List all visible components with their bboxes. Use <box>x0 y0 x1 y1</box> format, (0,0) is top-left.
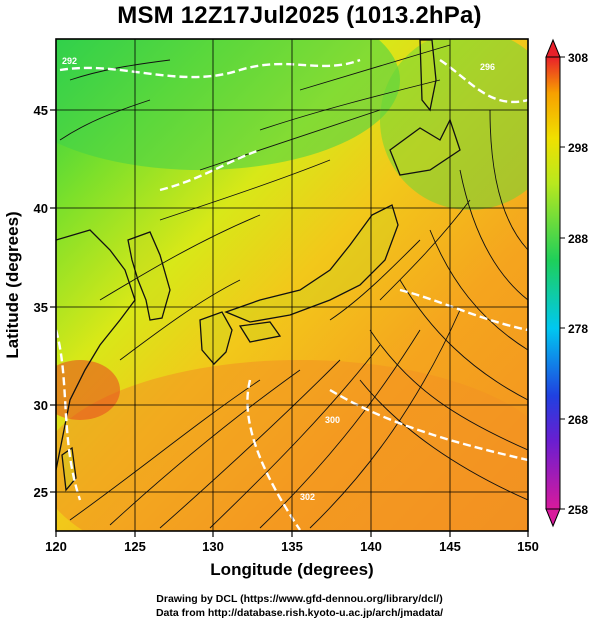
china-coast <box>56 229 136 471</box>
cool-zone-north <box>56 39 400 170</box>
colorbar-gradient <box>545 56 561 510</box>
isotherm-line <box>399 288 528 332</box>
x-tick-label: 135 <box>281 539 303 554</box>
contour-label: 302 <box>300 492 315 502</box>
x-tick-labels: 120 125 130 135 140 145 150 <box>45 539 539 554</box>
streamline <box>329 239 421 321</box>
y-tick-label: 30 <box>34 398 48 413</box>
streamline <box>99 214 261 301</box>
y-tick-labels: 25 30 35 40 45 <box>34 103 48 500</box>
colorbar-tick-label: 268 <box>568 413 588 427</box>
credit-drawing: Drawing by DCL (https://www.gfd-dennou.o… <box>156 593 443 605</box>
y-tick-label: 35 <box>34 300 48 315</box>
colorbar-tick-label: 298 <box>568 141 588 155</box>
streamline <box>69 59 171 81</box>
honshu <box>224 204 399 323</box>
isotherm-line <box>159 148 261 192</box>
cool-zone-northeast <box>380 39 528 210</box>
isotherm-line <box>246 379 301 531</box>
colorbar-max-arrow <box>545 38 561 58</box>
map-plot-area: 292 296 300 302 <box>56 39 528 531</box>
colorbar: 308 298 288 278 268 258 <box>545 38 588 528</box>
streamline <box>159 159 331 221</box>
colorbar-tick-label: 308 <box>568 51 588 65</box>
colorbar-tick-label: 258 <box>568 503 588 517</box>
x-tick-label: 150 <box>517 539 539 554</box>
streamline <box>209 344 381 529</box>
map-title: MSM 12Z17Jul2025 (1013.2hPa) <box>117 2 482 29</box>
lat-lon-grid <box>56 39 528 531</box>
streamline <box>259 329 421 529</box>
sakhalin-coast <box>419 39 437 112</box>
credit-data-source: Data from http://database.rish.kyoto-u.a… <box>155 607 444 619</box>
wind-streamlines <box>59 44 528 529</box>
streamline <box>159 359 341 529</box>
x-tick-label: 130 <box>202 539 224 554</box>
streamline <box>299 44 451 91</box>
y-tick-label: 40 <box>34 201 48 216</box>
colorbar-min-arrow <box>545 508 561 528</box>
x-tick-label: 140 <box>360 539 382 554</box>
credits: Drawing by DCL (https://www.gfd-dennou.o… <box>0 592 599 620</box>
y-tick-label: 25 <box>34 485 48 500</box>
streamline <box>429 229 528 351</box>
x-tick-label: 120 <box>45 539 67 554</box>
hokkaido <box>389 118 461 176</box>
coastlines <box>56 39 461 492</box>
streamline <box>199 109 381 171</box>
isotherm-line <box>59 58 361 79</box>
shikoku <box>238 321 282 343</box>
axis-ticks <box>50 109 529 537</box>
streamline <box>359 379 528 501</box>
x-tick-label: 145 <box>439 539 461 554</box>
streamline <box>59 99 151 141</box>
streamline <box>119 279 241 361</box>
y-tick-label: 45 <box>34 103 48 118</box>
isotherm-line <box>439 59 528 103</box>
y-axis-label: Latitude (degrees) <box>3 211 22 358</box>
colorbar-tick-label: 288 <box>568 232 588 246</box>
contour-label: 300 <box>325 415 340 425</box>
kyushu <box>199 311 233 365</box>
streamline <box>459 169 528 301</box>
streamline <box>69 379 261 521</box>
streamline <box>309 309 461 529</box>
contour-label: 292 <box>62 56 77 66</box>
streamline <box>399 279 528 401</box>
streamline <box>379 199 471 301</box>
colorbar-tick-label: 278 <box>568 322 588 336</box>
x-axis-label: Longitude (degrees) <box>210 560 373 579</box>
contour-label: 296 <box>480 62 495 72</box>
streamline <box>259 79 441 131</box>
warm-zone-west <box>56 360 120 420</box>
streamline <box>109 369 301 526</box>
streamline <box>369 329 528 451</box>
isotherm-contours <box>56 58 528 531</box>
streamline <box>489 109 528 251</box>
x-tick-label: 125 <box>124 539 146 554</box>
isotherm-line <box>56 329 82 501</box>
